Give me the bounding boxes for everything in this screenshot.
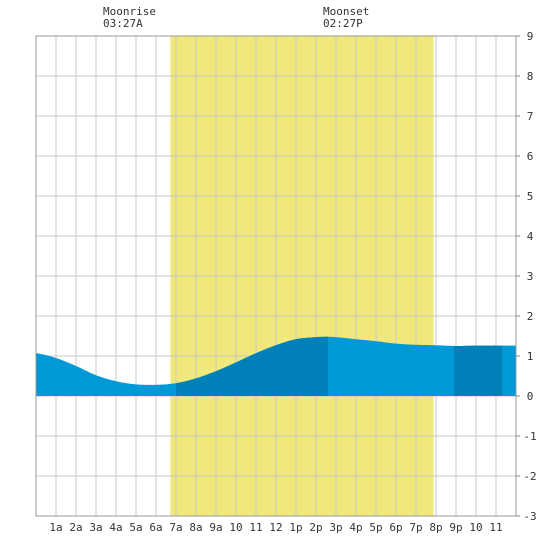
y-tick-label: 3: [527, 270, 534, 283]
x-tick-label: 11: [249, 521, 262, 534]
y-tick-label: -3: [523, 510, 536, 523]
y-tick-label: 4: [527, 230, 534, 243]
x-tick-label: 2a: [69, 521, 82, 534]
x-tick-label: 8a: [189, 521, 202, 534]
y-tick-label: 7: [527, 110, 534, 123]
plot-frame: [35, 35, 517, 517]
x-tick-label: 1a: [49, 521, 62, 534]
y-tick-label: -1: [523, 430, 536, 443]
x-tick-label: 11: [489, 521, 502, 534]
x-tick-label: 6a: [149, 521, 162, 534]
plot-border: [35, 35, 517, 517]
y-tick-label: 0: [527, 390, 534, 403]
x-tick-label: 5p: [369, 521, 382, 534]
moonset-label: Moonset: [323, 5, 370, 18]
y-tick-label: 2: [527, 310, 534, 323]
x-tick-label: 7a: [169, 521, 182, 534]
tide-area-dark-segment: [454, 345, 502, 396]
y-tick-label: 9: [527, 30, 534, 43]
moonrise-time: 03:27A: [103, 17, 143, 30]
chart-grid: [36, 36, 516, 516]
x-tick-label: 6p: [389, 521, 402, 534]
x-tick-label: 4p: [349, 521, 362, 534]
x-tick-label: 10: [469, 521, 482, 534]
moonrise-label: Moonrise: [103, 5, 156, 18]
x-tick-label: 9a: [209, 521, 222, 534]
x-tick-label: 9p: [449, 521, 462, 534]
x-tick-label: 5a: [129, 521, 142, 534]
axis-ticks: 1a 2a 3a 4a 5a 6a 7a 8a 9a 10 11 12 1p 2p 3p 4p 5p 6p 7p 8p…: [49, 30, 536, 534]
x-tick-label: 2p: [309, 521, 322, 534]
y-tick-label: 6: [527, 150, 534, 163]
tide-area: [36, 336, 516, 396]
x-tick-label: 10: [229, 521, 242, 534]
x-tick-label: 1p: [289, 521, 302, 534]
tide-area-dark-segment: [176, 336, 328, 396]
y-tick-label: 1: [527, 350, 534, 363]
y-tick-label: 5: [527, 190, 534, 203]
moonset-time: 02:27P: [323, 17, 363, 30]
y-tick-label: 8: [527, 70, 534, 83]
x-tick-label: 8p: [429, 521, 442, 534]
x-tick-label: 12: [269, 521, 282, 534]
x-tick-label: 4a: [109, 521, 122, 534]
x-tick-label: 7p: [409, 521, 422, 534]
x-tick-label: 3p: [329, 521, 342, 534]
x-tick-label: 3a: [89, 521, 102, 534]
y-tick-label: -2: [523, 470, 536, 483]
